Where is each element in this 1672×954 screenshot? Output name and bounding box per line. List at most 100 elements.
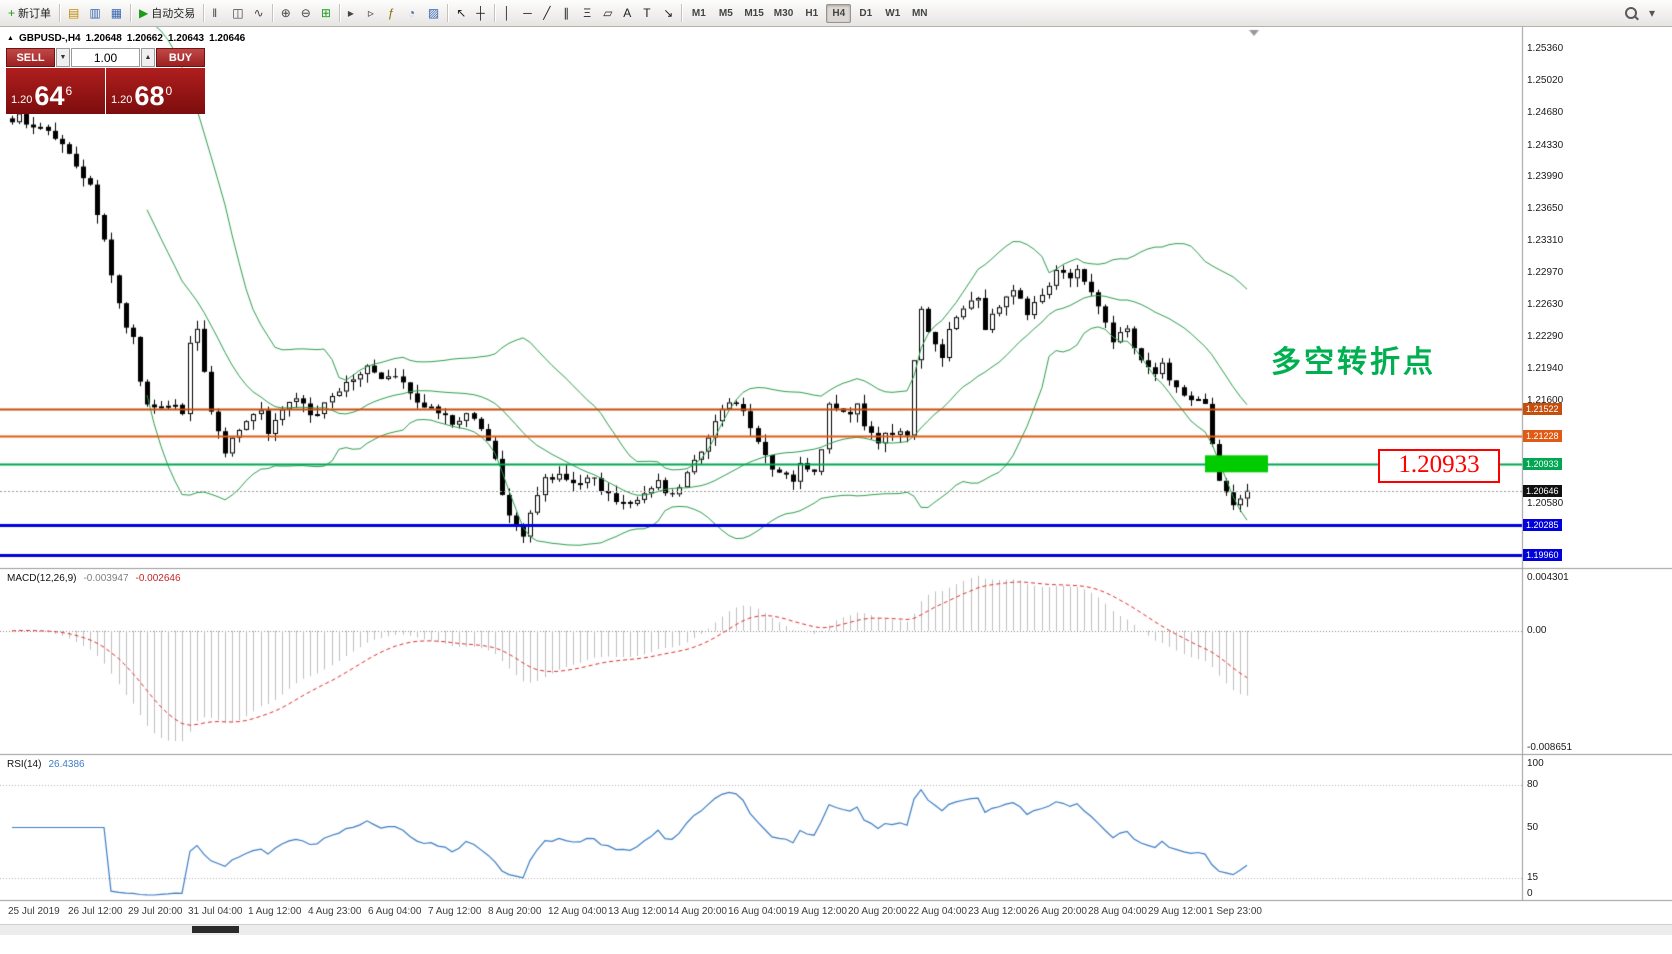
arrows-icon[interactable]: ↘ — [658, 3, 678, 24]
crosshair-icon[interactable]: ┼ — [471, 3, 491, 24]
auto-scroll-icon-glyph: ▸ — [347, 6, 354, 20]
macd-header: MACD(12,26,9) -0.003947 -0.002646 — [7, 573, 181, 584]
navigator-icon-glyph: ▦ — [110, 6, 123, 20]
ohlc-close: 1.20646 — [209, 33, 246, 44]
periods-icon[interactable]: ◔ — [403, 3, 423, 24]
panel-splitter-rsi[interactable] — [0, 752, 1672, 756]
arrows-icon-glyph: ↘ — [663, 6, 674, 20]
price-chart-canvas[interactable] — [0, 27, 1672, 954]
fibonacci-icon-glyph: Ξ — [583, 6, 592, 20]
vertical-line-icon[interactable]: │ — [498, 3, 518, 24]
periods-icon-glyph: ◔ — [407, 6, 416, 20]
volume-up-button[interactable]: ▲ — [141, 48, 155, 67]
equidistant-channel-icon-glyph: ∥ — [563, 6, 570, 20]
buy-price-prefix: 1.20 — [111, 94, 133, 106]
cursor-icon-glyph: ↖ — [456, 6, 467, 20]
quick-menu-icon[interactable]: ▾ — [1644, 3, 1664, 24]
new-order-glyph: + — [8, 6, 16, 20]
trendline-icon[interactable]: ╱ — [538, 3, 558, 24]
zoom-out-icon-glyph: ⊖ — [300, 6, 311, 20]
search-icon[interactable] — [1620, 3, 1642, 24]
grid-icon[interactable]: ⊞ — [316, 3, 336, 24]
line-chart-icon-glyph: ∿ — [253, 6, 264, 20]
new-order-button-label: 新订单 — [18, 8, 52, 20]
text-label-icon[interactable]: T — [638, 3, 658, 24]
top-toolbar: + 新订单 ▤ ▥ ▦ ▶ 自动交易 ǁ ◫ ∿ ⊕ ⊖ ⊞ ▸ ▹ ƒ ◔ ▨ ↖ ┼ │ ─ ╱ ∥ Ξ ▱ A T ↘ M1 M5 M1… — [0, 0, 1672, 27]
candlestick-chart-icon[interactable]: ◫ — [227, 3, 248, 24]
equidistant-channel-icon[interactable]: ∥ — [558, 3, 578, 24]
rsi-value: 26.4386 — [48, 759, 85, 770]
charts-toolbar-icon[interactable]: ▤ — [63, 3, 84, 24]
toolbar-separator — [447, 4, 449, 22]
timeframe-w1[interactable]: W1 — [880, 4, 905, 23]
collapse-triangle-icon[interactable]: ▲ — [7, 35, 14, 42]
timeframe-m30[interactable]: M30 — [770, 4, 797, 23]
toolbar-right-group: ▾ — [1620, 3, 1669, 24]
timeframe-m5[interactable]: M5 — [713, 4, 738, 23]
sell-price-prefix: 1.20 — [11, 94, 33, 106]
shapes-icon[interactable]: ▱ — [598, 3, 618, 24]
bar-chart-icon-glyph: ǁ — [212, 6, 218, 20]
magnifier-glyph — [1625, 7, 1637, 19]
line-chart-icon[interactable]: ∿ — [249, 3, 269, 24]
scrollbar-thumb[interactable] — [192, 926, 239, 933]
text-icon[interactable]: A — [618, 3, 638, 24]
ohlc-high: 1.20662 — [126, 33, 163, 44]
one-click-trading-panel: SELL ▼ ▲ BUY 1.20 64 6 1.20 68 0 — [6, 48, 205, 114]
toolbar-separator — [338, 4, 340, 22]
fibonacci-icon[interactable]: Ξ — [578, 3, 598, 24]
chart-annotation-text[interactable]: 多空转折点 — [1271, 346, 1436, 379]
quick-menu-icon-glyph: ▾ — [1649, 6, 1656, 20]
ohlc-open: 1.20648 — [85, 33, 122, 44]
buy-button[interactable]: BUY — [156, 48, 205, 67]
sell-price-main: 64 — [34, 81, 65, 111]
auto-trading-button[interactable]: ▶ 自动交易 — [134, 3, 200, 24]
auto-trading-glyph: ▶ — [139, 6, 149, 20]
chart-title-bar: ▲ GBPUSD-,H4 1.20648 1.20662 1.20643 1.2… — [7, 33, 245, 44]
buy-price-display[interactable]: 1.20 68 0 — [106, 68, 205, 114]
timeframe-mn[interactable]: MN — [907, 4, 932, 23]
bar-chart-icon[interactable]: ǁ — [207, 3, 227, 24]
auto-scroll-icon[interactable]: ▸ — [343, 3, 363, 24]
volume-down-button[interactable]: ▼ — [56, 48, 70, 67]
templates-icon-glyph: ▨ — [427, 6, 440, 20]
sell-price-display[interactable]: 1.20 64 6 — [6, 68, 105, 114]
cursor-icon[interactable]: ↖ — [451, 3, 471, 24]
rsi-header: RSI(14) 26.4386 — [7, 759, 85, 770]
charts-toolbar-icon-glyph: ▤ — [68, 6, 80, 20]
timeframe-d1[interactable]: D1 — [853, 4, 878, 23]
chart-shift-icon-glyph: ▹ — [367, 6, 374, 20]
price-callout-label[interactable]: 1.20933 — [1378, 448, 1500, 483]
timeframe-h4[interactable]: H4 — [826, 3, 852, 23]
candlestick-chart-icon-glyph: ◫ — [232, 6, 244, 20]
horizontal-line-icon-glyph: ─ — [523, 6, 532, 20]
horizontal-scrollbar[interactable] — [0, 924, 1672, 935]
horizontal-line-icon[interactable]: ─ — [518, 3, 538, 24]
zoom-in-icon[interactable]: ⊕ — [276, 3, 296, 24]
market-watch-icon-glyph: ▥ — [89, 6, 101, 20]
grid-icon-glyph: ⊞ — [320, 6, 331, 20]
chart-shift-icon[interactable]: ▹ — [363, 3, 383, 24]
buy-price-main: 68 — [134, 81, 165, 111]
indicators-icon[interactable]: ƒ — [383, 3, 403, 24]
rsi-name: RSI(14) — [7, 759, 42, 770]
new-order-button[interactable]: + 新订单 — [3, 3, 56, 24]
navigator-icon[interactable]: ▦ — [106, 3, 127, 24]
timeframe-m15[interactable]: M15 — [740, 4, 767, 23]
volume-input[interactable] — [71, 48, 140, 67]
chart-window: 1.25360 1.25020 1.24680 1.24330 1.23990 1.236… — [0, 27, 1672, 954]
panel-splitter-macd[interactable] — [0, 566, 1672, 570]
timeframe-h1[interactable]: H1 — [799, 4, 824, 23]
zoom-out-icon[interactable]: ⊖ — [296, 3, 316, 24]
templates-icon[interactable]: ▨ — [423, 3, 444, 24]
toolbar-separator — [59, 4, 61, 22]
sell-price-pipette: 6 — [65, 84, 73, 98]
timeframe-m1[interactable]: M1 — [686, 4, 711, 23]
market-watch-icon[interactable]: ▥ — [84, 3, 105, 24]
toolbar-separator — [494, 4, 496, 22]
time-axis[interactable] — [0, 901, 1672, 923]
buy-price-pipette: 0 — [165, 84, 173, 98]
sell-button[interactable]: SELL — [6, 48, 55, 67]
price-axis[interactable] — [1523, 27, 1672, 901]
text-label-icon-glyph: T — [643, 6, 651, 20]
